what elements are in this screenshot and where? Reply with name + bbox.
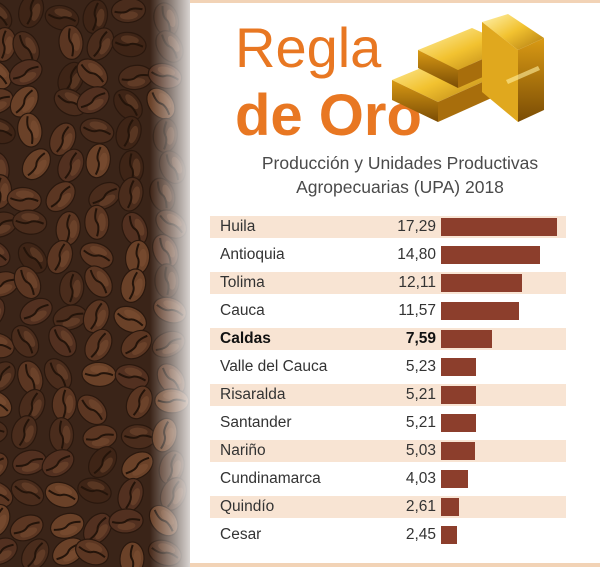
- chart-row: Cesar 2,45: [210, 524, 566, 546]
- title-line-1: Regla: [235, 16, 382, 79]
- category-label: Cesar: [220, 526, 262, 543]
- category-label: Cundinamarca: [220, 470, 321, 487]
- value-label: 11,57: [398, 302, 436, 319]
- bar: [441, 246, 541, 264]
- bar: [441, 414, 476, 432]
- value-label: 2,45: [405, 526, 436, 543]
- chart-row: Quindío 2,61: [210, 496, 566, 518]
- value-label: 7,59: [405, 330, 436, 347]
- chart-row: Tolima 12,11: [210, 272, 566, 294]
- category-label: Risaralda: [220, 386, 286, 403]
- beans-fade: [150, 0, 200, 567]
- bar: [441, 470, 469, 488]
- bar: [441, 302, 519, 320]
- value-label: 12,11: [398, 274, 436, 291]
- bar: [441, 218, 557, 236]
- value-label: 5,21: [405, 386, 436, 403]
- chart-row: Nariño 5,03: [210, 440, 566, 462]
- value-label: 4,03: [405, 470, 436, 487]
- category-label: Tolima: [220, 274, 265, 291]
- bar: [441, 358, 477, 376]
- chart-row: Santander 5,21: [210, 412, 566, 434]
- value-label: 5,03: [405, 442, 436, 459]
- chart-row: Cundinamarca 4,03: [210, 468, 566, 490]
- value-label: 14,80: [397, 246, 436, 263]
- category-label: Antioquia: [220, 246, 285, 263]
- category-label: Nariño: [220, 442, 266, 459]
- value-label: 2,61: [405, 498, 436, 515]
- category-label: Santander: [220, 414, 292, 431]
- bar: [441, 498, 459, 516]
- bar: [441, 274, 523, 292]
- bar: [441, 330, 492, 348]
- chart-row: Caldas 7,59: [210, 328, 566, 350]
- category-label: Cauca: [220, 302, 265, 319]
- chart-row: Risaralda 5,21: [210, 384, 566, 406]
- bar: [441, 386, 476, 404]
- gold-bars-icon: [392, 14, 544, 122]
- subtitle-line-1: Producción y Unidades Productivas: [261, 153, 539, 173]
- chart-row: Huila 17,29: [210, 216, 566, 238]
- value-label: 17,29: [397, 218, 436, 235]
- chart-row: Antioquia 14,80: [210, 244, 566, 266]
- category-label: Valle del Cauca: [220, 358, 328, 375]
- title-line-2: de Oro: [235, 83, 422, 148]
- bar: [441, 526, 458, 544]
- category-label: Huila: [220, 218, 256, 235]
- value-label: 5,23: [405, 358, 436, 375]
- bar: [441, 442, 475, 460]
- bottom-rule: [190, 563, 600, 567]
- top-rule: [190, 0, 600, 3]
- subtitle-line-2: Agropecuarias (UPA) 2018: [296, 177, 504, 197]
- production-bar-chart: Huila 17,29 Antioquia 14,80 Tolima 12,11 Cauca…: [210, 216, 566, 548]
- chart-row: Valle del Cauca 5,23: [210, 356, 566, 378]
- value-label: 5,21: [405, 414, 436, 431]
- chart-row: Cauca 11,57: [210, 300, 566, 322]
- category-label: Caldas: [220, 330, 271, 347]
- category-label: Quindío: [220, 498, 275, 515]
